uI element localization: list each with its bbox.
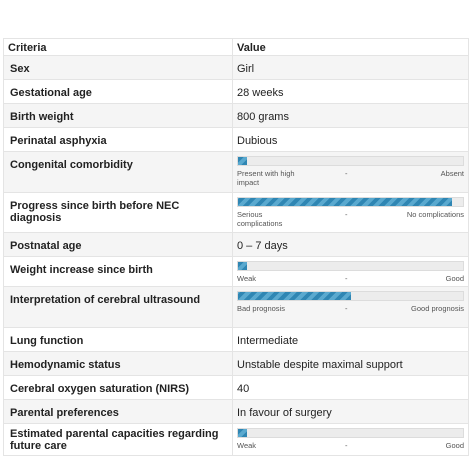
table-row: Perinatal asphyxia Dubious xyxy=(3,127,469,152)
criteria-cell: Cerebral oxygen saturation (NIRS) xyxy=(3,375,233,400)
scale-mid-label: - xyxy=(345,210,348,219)
scale-right-label: Absent xyxy=(440,169,464,178)
table-row: Hemodynamic status Unstable despite maxi… xyxy=(3,351,469,376)
value-cell: Intermediate xyxy=(232,327,469,352)
value-cell: In favour of surgery xyxy=(232,399,469,424)
scale-fill xyxy=(238,262,247,270)
criteria-cell: Congenital comorbidity xyxy=(3,151,233,193)
table-row: Parental preferences In favour of surger… xyxy=(3,399,469,424)
criteria-column-header: Criteria xyxy=(3,38,233,56)
table-row: Cerebral oxygen saturation (NIRS) 40 xyxy=(3,375,469,400)
criteria-table: Criteria Value Sex Girl Gestational age … xyxy=(3,38,469,456)
criteria-cell: Postnatal age xyxy=(3,232,233,257)
scale-fill xyxy=(238,198,452,206)
criteria-cell: Weight increase since birth xyxy=(3,256,233,287)
scale-fill xyxy=(238,292,351,300)
value-cell: 28 weeks xyxy=(232,79,469,104)
criteria-cell: Lung function xyxy=(3,327,233,352)
scale-bar xyxy=(237,261,464,271)
table-row: Estimated parental capacities regarding … xyxy=(3,423,469,456)
criteria-cell: Sex xyxy=(3,55,233,80)
value-cell: Unstable despite maximal support xyxy=(232,351,469,376)
scale-left-label: Serious complications xyxy=(237,210,283,228)
scale-cell: Serious complications - No complications xyxy=(232,192,469,233)
scale-mid-label: - xyxy=(345,274,348,283)
table-header-row: Criteria Value xyxy=(3,38,469,56)
scale-mid-label: - xyxy=(345,169,348,178)
scale-right-label: Good xyxy=(445,441,464,450)
scale-cell: Bad prognosis - Good prognosis xyxy=(232,286,469,328)
scale-cell: Weak - Good xyxy=(232,256,469,287)
criteria-cell: Parental preferences xyxy=(3,399,233,424)
value-cell: 0 – 7 days xyxy=(232,232,469,257)
scale-left-label: Bad prognosis xyxy=(237,304,285,313)
scale-cell: Present with high impact - Absent xyxy=(232,151,469,193)
criteria-cell: Estimated parental capacities regarding … xyxy=(3,423,233,456)
scale-labels: Weak - Good xyxy=(237,274,464,284)
scale-mid-label: - xyxy=(345,304,348,313)
scale-bar xyxy=(237,156,464,166)
table-row: Congenital comorbidity Present with high… xyxy=(3,151,469,193)
table-row: Lung function Intermediate xyxy=(3,327,469,352)
value-cell: 40 xyxy=(232,375,469,400)
criteria-cell: Progress since birth before NEC diagnosi… xyxy=(3,192,233,233)
table-row: Weight increase since birth Weak - Good xyxy=(3,256,469,287)
scale-labels: Weak - Good xyxy=(237,441,464,451)
scale-fill xyxy=(238,157,247,165)
scale-right-label: No complications xyxy=(406,210,464,219)
table-row: Birth weight 800 grams xyxy=(3,103,469,128)
scale-cell: Weak - Good xyxy=(232,423,469,456)
value-cell: Girl xyxy=(232,55,469,80)
scale-labels: Bad prognosis - Good prognosis xyxy=(237,304,464,324)
scale-bar xyxy=(237,291,464,301)
table-row: Gestational age 28 weeks xyxy=(3,79,469,104)
value-cell: Dubious xyxy=(232,127,469,152)
table-row: Postnatal age 0 – 7 days xyxy=(3,232,469,257)
scale-left-label: Weak xyxy=(237,441,257,450)
scale-bar xyxy=(237,197,464,207)
criteria-cell: Birth weight xyxy=(3,103,233,128)
scale-bar xyxy=(237,428,464,438)
value-column-header: Value xyxy=(232,38,469,56)
criteria-cell: Hemodynamic status xyxy=(3,351,233,376)
scale-left-label: Weak xyxy=(237,274,257,283)
table-row: Interpretation of cerebral ultrasound Ba… xyxy=(3,286,469,328)
scale-right-label: Good prognosis xyxy=(411,304,464,313)
scale-right-label: Good xyxy=(445,274,464,283)
table-row: Progress since birth before NEC diagnosi… xyxy=(3,192,469,233)
table-row: Sex Girl xyxy=(3,55,469,80)
criteria-cell: Perinatal asphyxia xyxy=(3,127,233,152)
criteria-cell: Interpretation of cerebral ultrasound xyxy=(3,286,233,328)
criteria-cell: Gestational age xyxy=(3,79,233,104)
scale-labels: Present with high impact - Absent xyxy=(237,169,464,189)
value-cell: 800 grams xyxy=(232,103,469,128)
scale-fill xyxy=(238,429,247,437)
scale-labels: Serious complications - No complications xyxy=(237,210,464,230)
scale-mid-label: - xyxy=(345,441,348,450)
scale-left-label: Present with high impact xyxy=(237,169,295,187)
